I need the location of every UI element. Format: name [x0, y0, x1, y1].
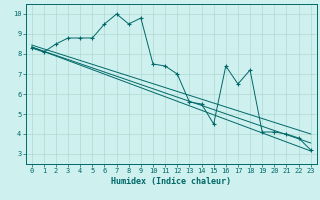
X-axis label: Humidex (Indice chaleur): Humidex (Indice chaleur): [111, 177, 231, 186]
